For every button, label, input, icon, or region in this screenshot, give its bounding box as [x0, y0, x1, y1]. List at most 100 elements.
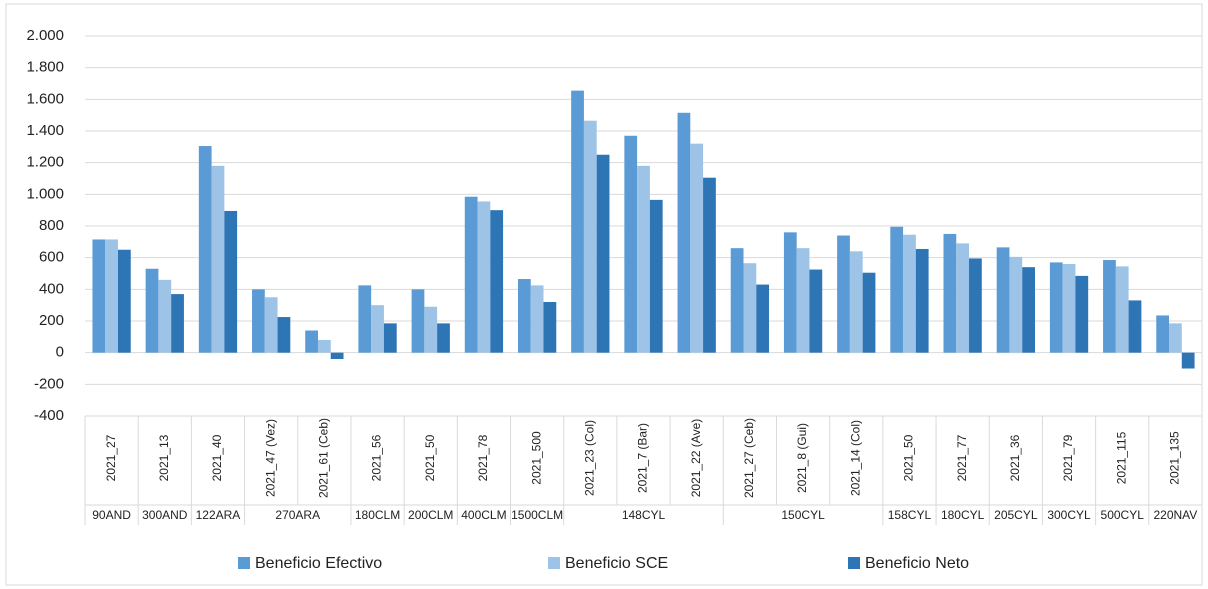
bar [517, 279, 531, 353]
x-tick-label: 2021_23 (Col) [582, 420, 596, 496]
y-tick-label: 1.800 [26, 59, 64, 76]
x-tick-label: 2021_22 (Ave) [689, 419, 703, 498]
y-tick-label: 1.000 [26, 185, 64, 202]
bar [1115, 266, 1129, 353]
group-label: 300AND [142, 508, 188, 522]
bar [1156, 315, 1170, 353]
bar [730, 248, 744, 353]
x-tick-label: 2021_27 (Ceb) [742, 418, 756, 498]
bar [890, 226, 904, 353]
bar [969, 258, 982, 353]
legend-swatch [238, 557, 250, 569]
group-label: 158CYL [888, 508, 932, 522]
group-label: 122ARA [196, 508, 241, 522]
bar [490, 210, 504, 353]
group-label: 90AND [92, 508, 131, 522]
x-tick-label: 2021_77 [955, 434, 969, 481]
x-tick-label: 2021_500 [529, 431, 543, 485]
group-label: 1500CLM [511, 508, 563, 522]
bar [105, 239, 118, 353]
bar [211, 165, 225, 353]
bar [903, 234, 916, 353]
group-label: 205CYL [994, 508, 1038, 522]
bar [411, 289, 425, 353]
y-tick-label: 2.000 [26, 27, 64, 44]
bar [956, 243, 970, 353]
x-tick-label: 2021_50 [902, 434, 916, 481]
bar [677, 112, 691, 353]
x-tick-label: 2021_27 [104, 434, 118, 481]
bar [530, 285, 544, 353]
bar [224, 210, 238, 353]
bar [915, 248, 929, 353]
x-tick-label: 2021_47 (Vez) [263, 419, 277, 497]
bar [849, 251, 863, 353]
group-label: 200CLM [408, 508, 453, 522]
x-tick-label: 2021_78 [476, 434, 490, 481]
bar [596, 154, 610, 353]
bar [703, 177, 716, 353]
bar [264, 297, 278, 353]
x-tick-label: 2021_79 [1061, 434, 1075, 481]
bar [690, 143, 704, 353]
legend-label: Beneficio SCE [565, 555, 668, 572]
bar [437, 323, 450, 353]
x-tick-label: 2021_50 [423, 434, 437, 481]
y-tick-label: -200 [34, 375, 64, 392]
group-label: 180CLM [355, 508, 400, 522]
group-label: 300CYL [1047, 508, 1091, 522]
bar [783, 232, 797, 353]
y-tick-label: 1.400 [26, 122, 64, 139]
bar [1181, 352, 1195, 369]
bar [464, 196, 478, 353]
bar [743, 263, 757, 353]
bar [837, 235, 850, 353]
bar [92, 239, 106, 353]
legend-label: Beneficio Efectivo [255, 555, 382, 572]
bar [158, 279, 172, 353]
x-tick-label: 2021_135 [1168, 431, 1182, 485]
bar [649, 199, 663, 353]
bar [1103, 260, 1116, 353]
bar [862, 272, 876, 353]
bar [1075, 275, 1089, 353]
group-label: 500CYL [1101, 508, 1145, 522]
group-label: 400CLM [461, 508, 506, 522]
bar [383, 323, 397, 353]
bar [1049, 262, 1063, 353]
bar [1169, 323, 1182, 353]
bar [252, 289, 265, 353]
x-tick-label: 2021_7 (Bar) [636, 423, 650, 493]
bar [358, 285, 372, 353]
bar [1128, 300, 1142, 353]
bar [1062, 264, 1076, 353]
bar [330, 352, 344, 359]
x-tick-label: 2021_61 (Ceb) [317, 418, 331, 498]
bar [1009, 256, 1023, 353]
group-label: 180CYL [941, 508, 985, 522]
y-tick-label: 200 [39, 312, 64, 329]
x-tick-label: 2021_8 (Gui) [795, 423, 809, 493]
bar [1022, 267, 1035, 353]
bar [424, 306, 438, 353]
x-tick-label: 2021_36 [1008, 434, 1022, 481]
y-tick-label: 800 [39, 217, 64, 234]
bar [637, 165, 650, 353]
bar [996, 247, 1010, 353]
bar [371, 305, 384, 353]
bar [624, 135, 638, 353]
bar [796, 248, 810, 353]
bar [809, 269, 823, 353]
bar [145, 268, 159, 353]
x-tick-label: 2021_13 [157, 434, 171, 481]
bar [543, 302, 557, 353]
y-tick-label: 1.600 [26, 90, 64, 107]
bar [317, 340, 331, 353]
bar [198, 146, 212, 353]
bar [477, 201, 491, 353]
legend-swatch [548, 557, 560, 569]
group-label: 150CYL [781, 508, 825, 522]
y-tick-label: -400 [34, 407, 64, 424]
group-label: 270ARA [275, 508, 320, 522]
